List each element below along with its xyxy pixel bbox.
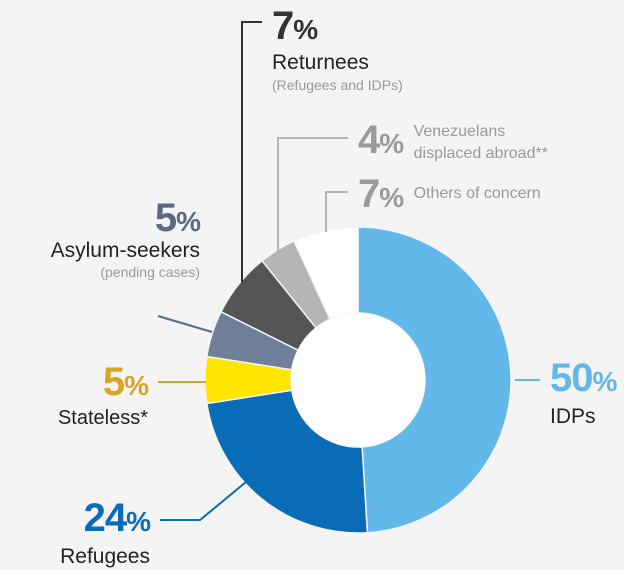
label-refugees: 24% Refugees [40,496,151,568]
sub-asylum-seekers: (pending cases) [100,264,200,280]
pct-symbol: % [176,206,201,237]
pct-venezuelans: 4 [358,118,380,162]
label-venezuelans: 4% Venezuelans displaced abroad** [358,120,548,162]
label-asylum-seekers: 5% Asylum-seekers (pending cases) [20,196,201,280]
pct-refugees: 24 [83,496,127,540]
name-stateless: Stateless* [57,407,148,429]
name-others-of-concern: Others of concern [413,185,541,202]
name-venezuelans: Venezuelans [413,123,506,140]
sub-returnees: (Refugees and IDPs) [272,77,403,93]
pct-symbol: % [592,366,618,397]
name-refugees: Refugees [60,545,150,568]
label-stateless: 5% Stateless* [30,360,149,429]
pct-symbol: % [379,182,404,213]
pct-symbol: % [126,506,151,537]
pct-others: 7 [358,172,380,216]
label-returnees: 7% Returnees (Refugees and IDPs) [272,6,403,92]
pct-returnees: 7 [272,4,294,48]
leader-line-refugees [160,481,247,521]
sub-venezuelans: displaced abroad** [413,145,548,162]
leader-line-returnees [241,21,262,282]
pct-idps: 50 [550,356,593,400]
pct-symbol: % [293,14,318,45]
name-asylum-seekers: Asylum-seekers [50,239,200,262]
donut-slices [204,226,512,534]
pct-symbol: % [124,370,149,401]
label-others-of-concern: 7% Others of concern [358,174,541,214]
leader-line-venezuelans [277,137,348,252]
leader-lines [157,21,540,521]
label-idps: 50% IDPs [550,356,618,428]
leader-line-asylum-seekers [157,315,213,333]
pct-asylum-seekers: 5 [154,196,177,240]
pct-symbol: % [379,128,404,159]
leader-line-others [325,191,348,232]
name-idps: IDPs [550,405,596,428]
pct-stateless: 5 [102,360,125,404]
name-returnees: Returnees [272,51,369,74]
donut-hole [291,313,425,447]
